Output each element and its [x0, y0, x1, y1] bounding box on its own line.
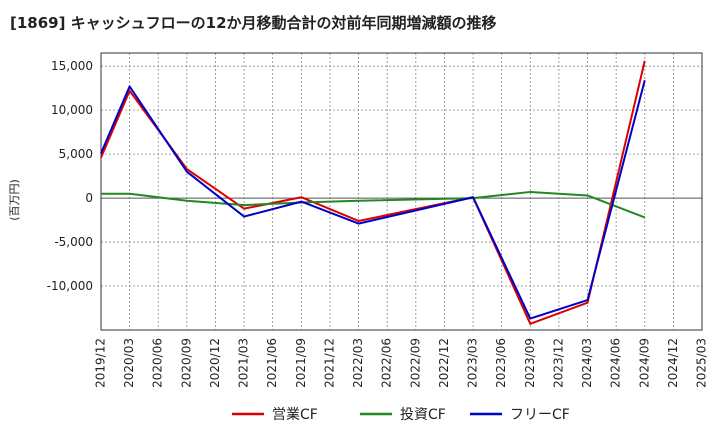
series-line-2	[101, 190, 646, 219]
x-tick-label: 2020/12	[208, 338, 222, 388]
x-tick-label: 2021/03	[237, 338, 251, 388]
y-tick-label: 5,000	[59, 147, 93, 161]
x-tick-label: 2023/03	[466, 338, 480, 388]
legend-label: 投資CF	[400, 407, 446, 423]
x-tick-label: 2022/12	[437, 338, 451, 388]
x-tick-label: 2021/12	[322, 338, 336, 388]
series-line-3	[100, 80, 646, 320]
x-tick-label: 2025/03	[695, 338, 709, 388]
x-tick-label: 2023/09	[523, 338, 537, 388]
x-tick-label: 2022/03	[351, 338, 365, 388]
x-tick-label: 2024/12	[666, 338, 680, 388]
x-tick-label: 2020/06	[151, 338, 165, 388]
grid-layer	[100, 52, 703, 331]
x-tick-label: 2021/09	[294, 338, 308, 388]
x-tick-label: 2022/09	[408, 338, 422, 388]
y-tick-label: 0	[85, 191, 93, 205]
y-tick-label: 10,000	[51, 103, 93, 117]
x-tick-label: 2023/06	[494, 338, 508, 388]
y-tick-label: -5,000	[54, 235, 93, 249]
y-tick-label: 15,000	[51, 59, 93, 73]
axis-layer: 15,000 10,000 5,000 0 -5,000 -10,000 2019/12 20…	[47, 59, 709, 388]
legend-label: フリーCF	[510, 407, 570, 423]
x-tick-label: 2020/03	[122, 338, 136, 388]
x-tick-label: 2019/12	[94, 338, 108, 388]
series-layer	[100, 60, 646, 325]
legend: 営業CF 投資CF フリーCF	[232, 407, 570, 423]
x-tick-label: 2024/03	[580, 338, 594, 388]
series-line-1	[100, 60, 646, 325]
x-tick-label: 2020/09	[179, 338, 193, 388]
y-axis-label: (百万円)	[8, 179, 21, 221]
chart-title: [1869] キャッシュフローの12か月移動合計の対前年同期増減額の推移	[10, 14, 497, 32]
x-tick-label: 2022/06	[380, 338, 394, 388]
legend-label: 営業CF	[272, 407, 318, 423]
x-tick-label: 2021/06	[265, 338, 279, 388]
x-tick-label: 2024/06	[609, 338, 623, 388]
y-tick-label: -10,000	[47, 279, 93, 293]
x-tick-label: 2024/09	[637, 338, 651, 388]
x-tick-label: 2023/12	[551, 338, 565, 388]
plot-frame	[100, 52, 703, 331]
